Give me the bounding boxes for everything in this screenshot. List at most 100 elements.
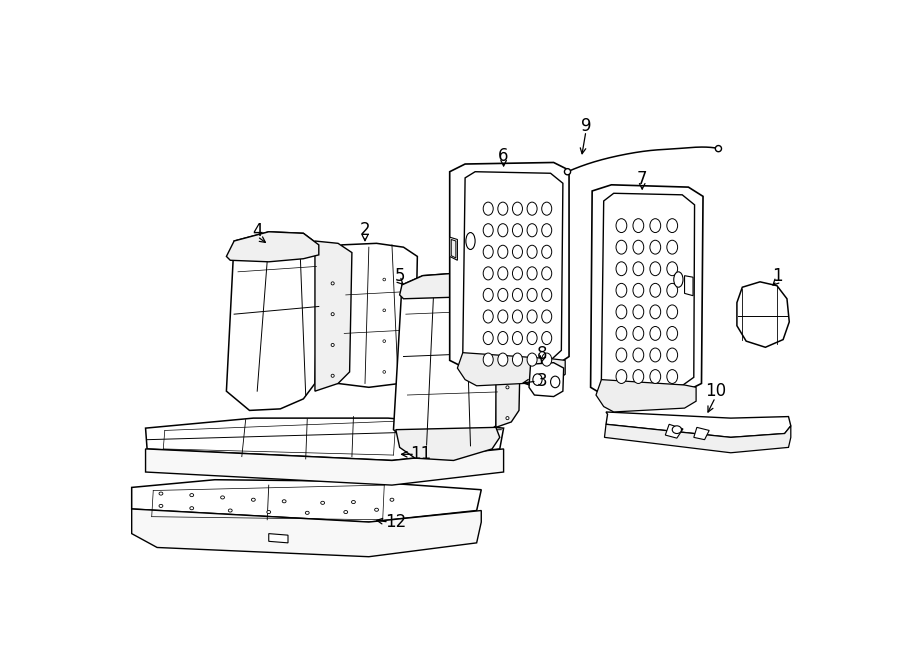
Ellipse shape: [498, 202, 508, 215]
Ellipse shape: [512, 202, 523, 215]
Text: 5: 5: [394, 266, 405, 285]
Polygon shape: [601, 193, 695, 389]
Ellipse shape: [352, 500, 356, 504]
Polygon shape: [606, 412, 791, 438]
Ellipse shape: [667, 284, 678, 297]
Text: 2: 2: [360, 221, 370, 239]
Ellipse shape: [229, 509, 232, 512]
Ellipse shape: [542, 310, 552, 323]
Ellipse shape: [667, 369, 678, 383]
Polygon shape: [450, 237, 457, 260]
Ellipse shape: [331, 282, 334, 285]
Ellipse shape: [716, 145, 722, 152]
Ellipse shape: [542, 288, 552, 301]
Polygon shape: [338, 243, 418, 387]
Ellipse shape: [527, 245, 537, 258]
Ellipse shape: [483, 245, 493, 258]
Ellipse shape: [483, 332, 493, 344]
Polygon shape: [605, 424, 791, 453]
Ellipse shape: [305, 512, 310, 514]
Ellipse shape: [616, 284, 626, 297]
Ellipse shape: [551, 376, 560, 388]
Ellipse shape: [667, 327, 678, 340]
Ellipse shape: [498, 288, 508, 301]
Ellipse shape: [331, 374, 334, 377]
Text: 11: 11: [410, 446, 432, 463]
Ellipse shape: [382, 278, 385, 281]
Text: 9: 9: [580, 116, 591, 135]
Ellipse shape: [633, 348, 643, 362]
Polygon shape: [227, 232, 319, 262]
Ellipse shape: [382, 371, 385, 373]
Ellipse shape: [650, 369, 661, 383]
Ellipse shape: [320, 501, 325, 504]
Ellipse shape: [159, 492, 163, 495]
Polygon shape: [694, 428, 709, 440]
Ellipse shape: [498, 245, 508, 258]
Ellipse shape: [498, 332, 508, 344]
Polygon shape: [450, 163, 569, 368]
Ellipse shape: [527, 288, 537, 301]
Polygon shape: [590, 185, 703, 397]
Polygon shape: [529, 363, 563, 397]
Ellipse shape: [483, 288, 493, 301]
Text: 3: 3: [536, 372, 547, 390]
Ellipse shape: [542, 353, 552, 366]
Text: 8: 8: [536, 345, 547, 363]
Ellipse shape: [382, 340, 385, 342]
Polygon shape: [665, 424, 683, 438]
Ellipse shape: [633, 284, 643, 297]
Ellipse shape: [542, 245, 552, 258]
Ellipse shape: [512, 288, 523, 301]
Ellipse shape: [190, 507, 194, 510]
Ellipse shape: [633, 305, 643, 319]
Polygon shape: [463, 172, 562, 363]
Ellipse shape: [506, 386, 509, 389]
Polygon shape: [269, 533, 288, 543]
Ellipse shape: [483, 310, 493, 323]
Text: 7: 7: [637, 171, 647, 188]
Ellipse shape: [542, 267, 552, 280]
Ellipse shape: [616, 369, 626, 383]
Ellipse shape: [506, 355, 509, 358]
Polygon shape: [451, 239, 456, 258]
Ellipse shape: [331, 344, 334, 346]
Ellipse shape: [527, 332, 537, 344]
Ellipse shape: [667, 348, 678, 362]
Ellipse shape: [650, 240, 661, 254]
Ellipse shape: [542, 223, 552, 237]
Polygon shape: [396, 428, 500, 461]
Ellipse shape: [512, 223, 523, 237]
Ellipse shape: [650, 348, 661, 362]
Polygon shape: [315, 241, 352, 391]
Polygon shape: [131, 480, 482, 522]
Text: 4: 4: [252, 222, 263, 240]
Ellipse shape: [466, 233, 475, 249]
Ellipse shape: [542, 202, 552, 215]
Ellipse shape: [564, 169, 571, 175]
Ellipse shape: [527, 267, 537, 280]
Ellipse shape: [633, 327, 643, 340]
Polygon shape: [496, 291, 521, 428]
Polygon shape: [146, 418, 504, 461]
Ellipse shape: [672, 426, 681, 434]
Ellipse shape: [483, 223, 493, 237]
Ellipse shape: [533, 374, 542, 385]
Ellipse shape: [498, 267, 508, 280]
Ellipse shape: [512, 267, 523, 280]
Ellipse shape: [506, 324, 509, 327]
Polygon shape: [146, 449, 504, 485]
Ellipse shape: [527, 202, 537, 215]
Ellipse shape: [667, 262, 678, 276]
Ellipse shape: [382, 309, 385, 312]
Ellipse shape: [542, 332, 552, 344]
Ellipse shape: [633, 219, 643, 233]
Ellipse shape: [251, 498, 256, 501]
Ellipse shape: [616, 327, 626, 340]
Ellipse shape: [512, 353, 523, 366]
Ellipse shape: [616, 240, 626, 254]
Polygon shape: [457, 353, 565, 386]
Ellipse shape: [616, 348, 626, 362]
Ellipse shape: [512, 310, 523, 323]
Ellipse shape: [527, 353, 537, 366]
